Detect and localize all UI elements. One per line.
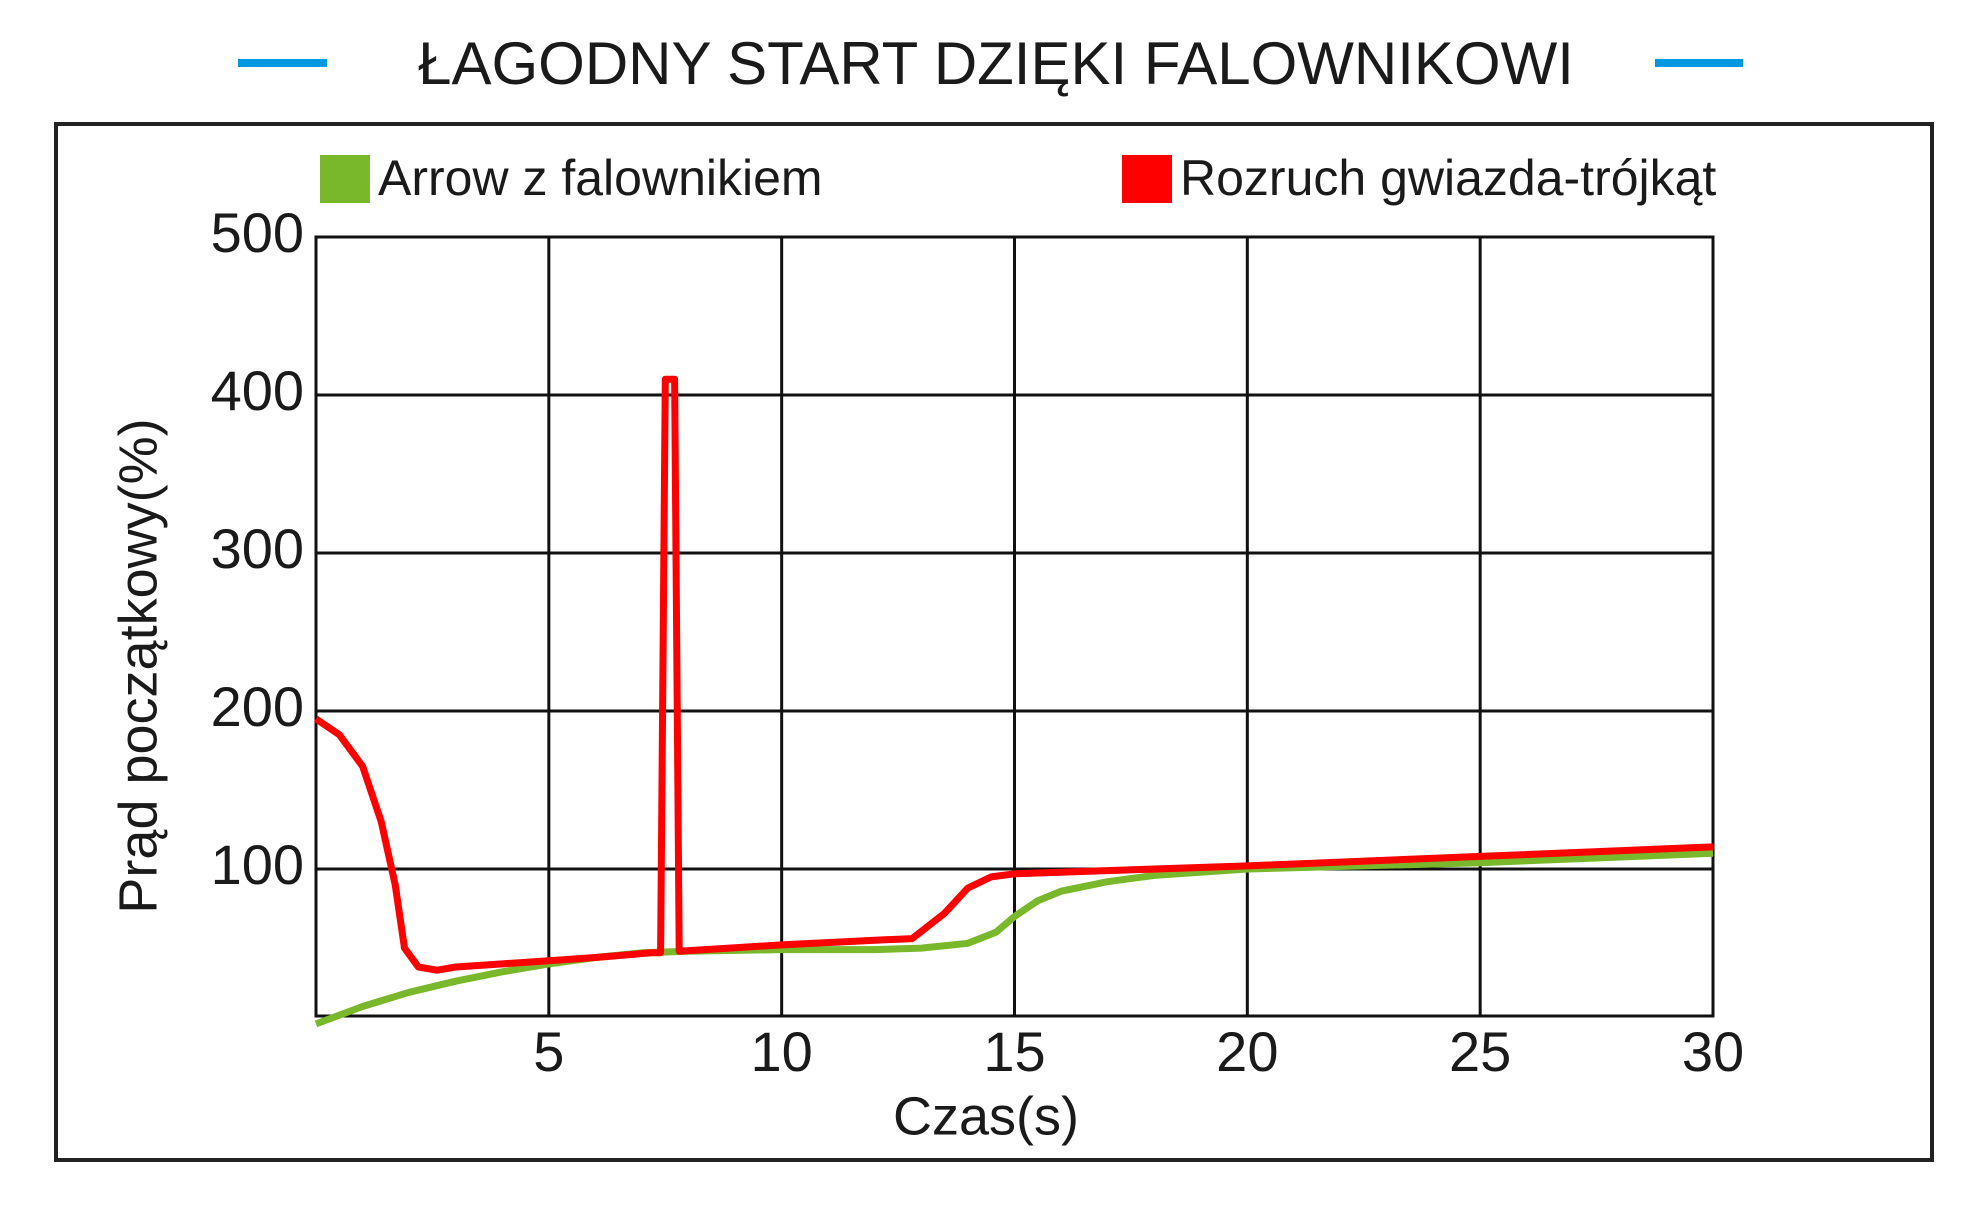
legend-swatch <box>320 155 370 203</box>
y-tick-label: 500 <box>211 201 304 264</box>
legend-label: Arrow z falownikiem <box>378 150 823 206</box>
x-axis-label: Czas(s) <box>893 1086 1079 1146</box>
x-tick-label: 25 <box>1449 1020 1511 1083</box>
x-tick-label: 5 <box>533 1020 564 1083</box>
chart-title: ŁAGODNY START DZIĘKI FALOWNIKOWI <box>418 30 1574 97</box>
series-line <box>314 849 1714 1028</box>
legend-label: Rozruch gwiazda-trójkąt <box>1180 150 1716 206</box>
y-tick-label: 200 <box>211 675 304 738</box>
x-tick-label: 10 <box>751 1020 813 1083</box>
y-tick-label: 300 <box>211 517 304 580</box>
x-tick-label: 30 <box>1682 1020 1744 1083</box>
series-line <box>314 375 1714 974</box>
y-axis-label: Prąd początkowy(%) <box>108 418 168 913</box>
frame <box>54 122 1934 1162</box>
plot-border <box>314 235 1715 1018</box>
legend-swatch <box>1122 155 1172 203</box>
y-tick-label: 100 <box>211 833 304 896</box>
x-tick-label: 15 <box>983 1020 1045 1083</box>
x-tick-label: 20 <box>1216 1020 1278 1083</box>
y-tick-label: 400 <box>211 359 304 422</box>
